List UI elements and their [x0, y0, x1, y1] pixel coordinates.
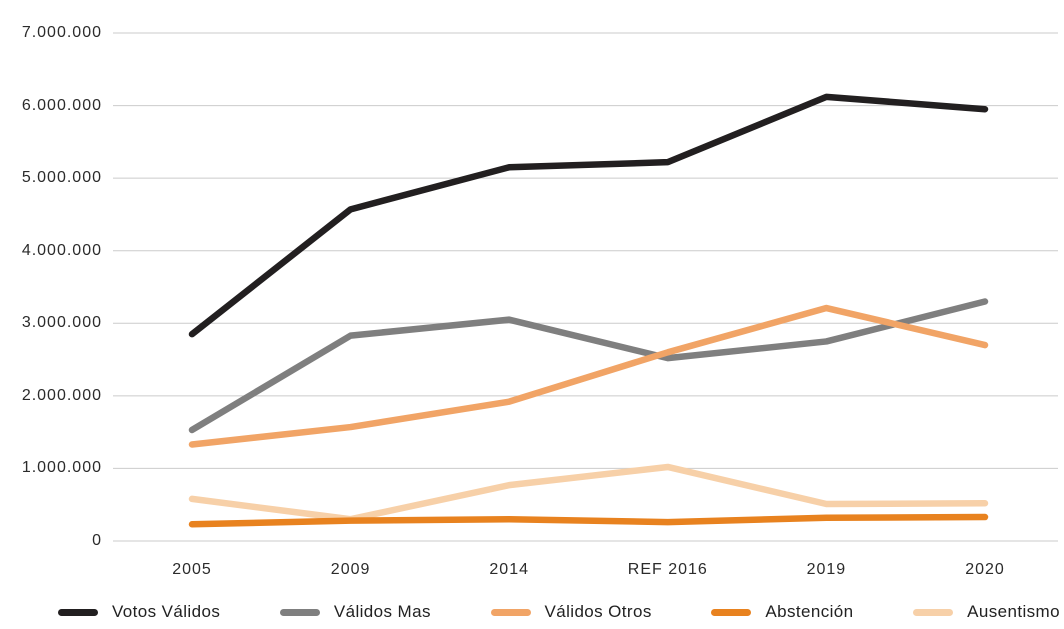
y-tick-label: 2.000.000	[21, 386, 102, 404]
legend-swatch-ausentismo	[913, 608, 954, 616]
legend-label: Válidos Otros	[544, 602, 652, 621]
x-tick-label-2020: 2020	[965, 561, 1005, 578]
legend-label: Ausentismo	[967, 602, 1060, 621]
legend-item-abstencion: Abstención	[711, 602, 853, 622]
legend-label: Abstención	[765, 602, 854, 621]
legend-item-validos-otros: Válidos Otros	[490, 602, 652, 622]
chart-legend: Votos Válidos Válidos Mas Válidos Otros Abs…	[58, 598, 1060, 626]
series-line-votos-validos	[188, 93, 989, 338]
y-tick-label: 5.000.000	[21, 169, 102, 187]
legend-item-validos-mas: Válidos Mas	[279, 602, 431, 622]
series-line-validos-otros	[188, 304, 989, 448]
legend-label: Votos Válidos	[112, 602, 221, 621]
x-tick-label-2019: 2019	[806, 561, 847, 578]
y-tick-label: 6.000.000	[21, 96, 102, 114]
x-tick-label-2014: 2014	[489, 561, 529, 578]
legend-item-votos-validos: Votos Válidos	[58, 602, 220, 622]
y-tick-label: 7.000.000	[21, 24, 102, 41]
legend-item-ausentismo: Ausentismo	[913, 602, 1060, 622]
legend-swatch-validos-mas	[279, 608, 320, 616]
series-line-ausentismo	[188, 463, 989, 523]
series-line-validos-mas	[188, 298, 989, 434]
x-tick-label-2005: 2005	[172, 561, 212, 578]
y-tick-label: 4.000.000	[21, 241, 102, 259]
x-tick-label-ref-2016: REF 2016	[627, 561, 708, 578]
legend-swatch-votos-validos	[58, 608, 98, 616]
y-tick-label: 0	[92, 532, 102, 549]
legend-swatch-abstencion	[711, 608, 752, 616]
legend-label: Válidos Mas	[333, 602, 431, 621]
x-tick-label-2009: 2009	[330, 561, 371, 578]
y-tick-label: 1.000.000	[21, 459, 102, 477]
legend-swatch-validos-otros	[490, 608, 531, 616]
y-tick-label: 3.000.000	[21, 314, 102, 332]
series-line-abstencion	[188, 513, 989, 528]
